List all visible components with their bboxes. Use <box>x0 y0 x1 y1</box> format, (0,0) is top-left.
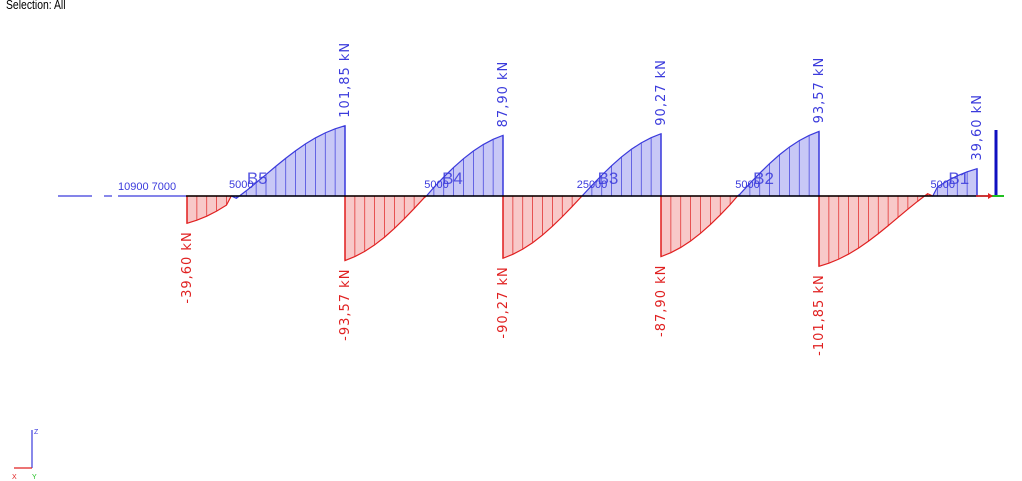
start-shear-label: -101,85 kN <box>812 274 827 356</box>
negative-shear-area <box>818 193 934 268</box>
span-dimension: 5000 <box>735 179 759 191</box>
start-shear-label: -39,60 kN <box>180 231 195 303</box>
span-dimension: 25000 <box>577 179 608 191</box>
end-shear-label: 101,85 kN <box>338 42 353 118</box>
negative-shear-area <box>186 195 233 225</box>
span-dimension: 5000 <box>229 179 253 191</box>
span-name: B3 <box>598 169 619 188</box>
span-name: B1 <box>948 169 969 188</box>
end-shear-label: 87,90 kN <box>496 61 511 128</box>
start-shear-label: -87,90 kN <box>654 265 669 337</box>
selection-label: Selection: All <box>6 0 66 12</box>
span-name: B2 <box>753 169 774 188</box>
span-dimension: 5000 <box>931 179 955 191</box>
end-shear-label: 39,60 kN <box>970 94 985 161</box>
left-dimension-labels: 10900 7000 <box>118 181 176 193</box>
y-axis-label: Y <box>32 474 37 481</box>
right-support <box>976 130 1004 199</box>
start-shear-label: -90,27 kN <box>496 266 511 338</box>
axis-triad: Z X Y <box>12 429 39 481</box>
span-dimension: 5000 <box>424 179 448 191</box>
span-name: B5 <box>247 169 268 188</box>
negative-shear-area <box>660 195 739 258</box>
start-shear-label: -93,57 kN <box>338 269 353 341</box>
z-axis-label: Z <box>34 429 39 436</box>
end-shear-label: 93,57 kN <box>812 57 827 124</box>
x-axis-label: X <box>12 474 17 481</box>
end-shear-label: 90,27 kN <box>654 59 669 126</box>
span-name: B4 <box>442 169 463 188</box>
negative-shear-area <box>344 195 429 262</box>
